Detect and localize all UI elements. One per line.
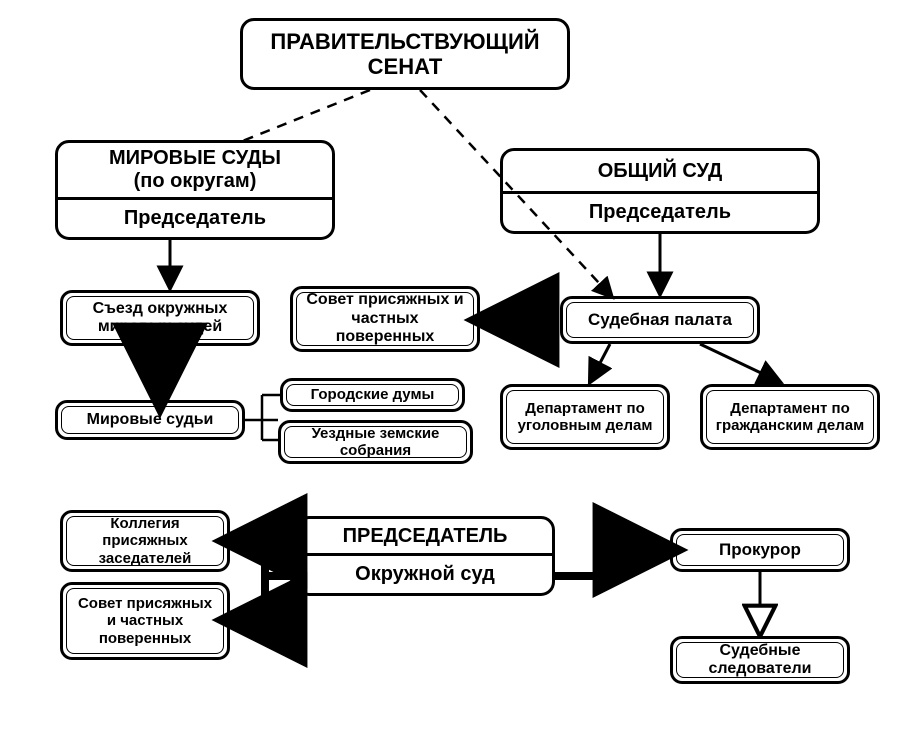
node-dumy-label: Городские думы bbox=[286, 384, 459, 406]
node-council1-label: Совет присяжных и частных поверенных bbox=[296, 292, 474, 346]
node-prosecutor-label: Прокурор bbox=[676, 534, 844, 566]
node-dumy: Городские думы bbox=[280, 378, 465, 412]
edge-0-dashed bbox=[240, 90, 370, 142]
node-zemstvo-label: Уездные земские собрания bbox=[284, 426, 467, 458]
node-gen_head: ОБЩИЙ СУД bbox=[500, 148, 820, 194]
node-zemstvo: Уездные земские собрания bbox=[278, 420, 473, 464]
node-senat: ПРАВИТЕЛЬСТВУЮЩИЙ СЕНАТ bbox=[240, 18, 570, 90]
node-chair2: ПРЕДСЕДАТЕЛЬ bbox=[295, 516, 555, 556]
node-gen_chair: Председатель bbox=[500, 194, 820, 234]
node-judges: Мировые судьи bbox=[55, 400, 245, 440]
node-palata: Судебная палата bbox=[560, 296, 760, 344]
node-palata-label: Судебная палата bbox=[566, 302, 754, 338]
node-mir_chair: Председатель bbox=[55, 200, 335, 240]
edge-12-elbow_thick_head bbox=[232, 541, 295, 576]
node-dep_civ-label: Департамент по гражданским делам bbox=[706, 390, 874, 444]
node-dep_crim: Департамент по уголовным делам bbox=[500, 384, 670, 450]
edge-14-elbow_thick_head bbox=[555, 550, 668, 576]
node-jury: Коллегия присяжных заседателей bbox=[60, 510, 230, 572]
node-investig-label: Судебные следователи bbox=[676, 642, 844, 678]
node-judges-label: Мировые судьи bbox=[61, 406, 239, 434]
edge-10-solid_head bbox=[590, 344, 610, 382]
node-jury-label: Коллегия присяжных заседателей bbox=[66, 516, 224, 566]
edge-11-solid_head bbox=[700, 344, 780, 382]
node-investig: Судебные следователи bbox=[670, 636, 850, 684]
node-district: Окружной суд bbox=[295, 556, 555, 596]
node-council2: Совет присяжных и частных поверенных bbox=[60, 582, 230, 660]
node-mir_head: МИРОВЫЕ СУДЫ(по округам) bbox=[55, 140, 335, 200]
node-prosecutor: Прокурор bbox=[670, 528, 850, 572]
edge-13-elbow_thick_head bbox=[232, 576, 295, 620]
node-council1: Совет присяжных и частных поверенных bbox=[290, 286, 480, 352]
node-dep_crim-label: Департамент по уголовным делам bbox=[506, 390, 664, 444]
node-congress: Съезд окружных мировых судей bbox=[60, 290, 260, 346]
node-council2-label: Совет присяжных и частных поверенных bbox=[66, 588, 224, 654]
node-congress-label: Съезд окружных мировых судей bbox=[66, 296, 254, 340]
node-dep_civ: Департамент по гражданским делам bbox=[700, 384, 880, 450]
